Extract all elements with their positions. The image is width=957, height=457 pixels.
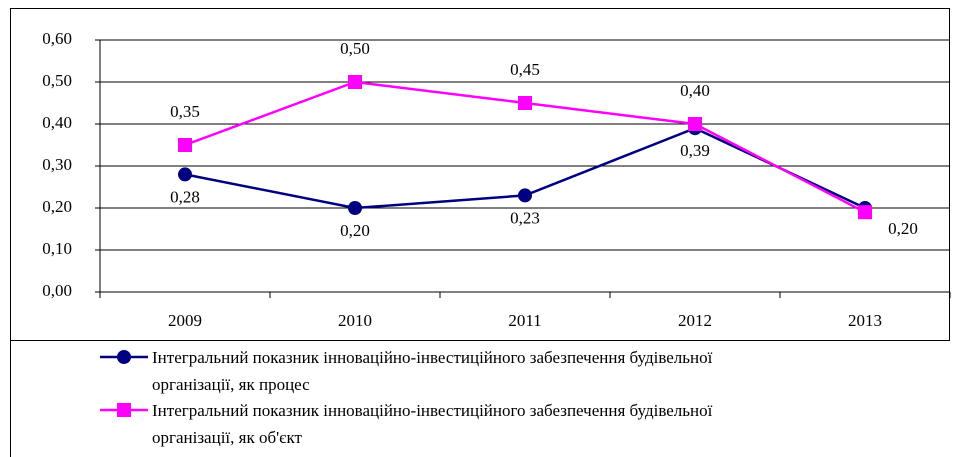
y-tick-label: 0,40 [42, 113, 72, 132]
point [688, 117, 702, 131]
y-tick-label: 0,00 [42, 281, 72, 300]
data-label: 0,20 [340, 221, 370, 240]
legend-entry: Інтегральний показник інноваційно-інвест… [152, 348, 713, 394]
legend-marker [117, 403, 131, 417]
data-label: 0,45 [510, 60, 540, 79]
point [178, 167, 192, 182]
x-tick-label: 2010 [338, 311, 372, 330]
data-label: 0,40 [680, 81, 710, 100]
legend-marker [117, 350, 131, 364]
y-tick-label: 0,60 [42, 29, 72, 48]
data-label: 0,20 [888, 219, 918, 238]
point [858, 205, 872, 220]
point [348, 201, 362, 215]
y-tick-label: 0,20 [42, 197, 72, 216]
data-label: 0,23 [510, 208, 540, 227]
x-tick-label: 2012 [678, 311, 712, 330]
y-tick-label: 0,10 [42, 239, 72, 258]
data-label: 0,50 [340, 39, 370, 58]
point [518, 188, 532, 203]
chart-border [10, 8, 950, 341]
point [348, 75, 362, 89]
y-tick-label: 0,50 [42, 71, 72, 90]
x-tick-label: 2013 [848, 311, 882, 330]
legend-entry: Інтегральний показник інноваційно-інвест… [152, 401, 713, 447]
data-label: 0,28 [170, 187, 200, 206]
point [178, 138, 192, 152]
x-tick-label: 2009 [168, 311, 202, 330]
data-label: 0,39 [680, 141, 710, 160]
data-label: 0,35 [170, 102, 200, 121]
y-tick-label: 0,30 [42, 155, 72, 174]
x-tick-label: 2011 [508, 311, 541, 330]
point [518, 96, 532, 110]
